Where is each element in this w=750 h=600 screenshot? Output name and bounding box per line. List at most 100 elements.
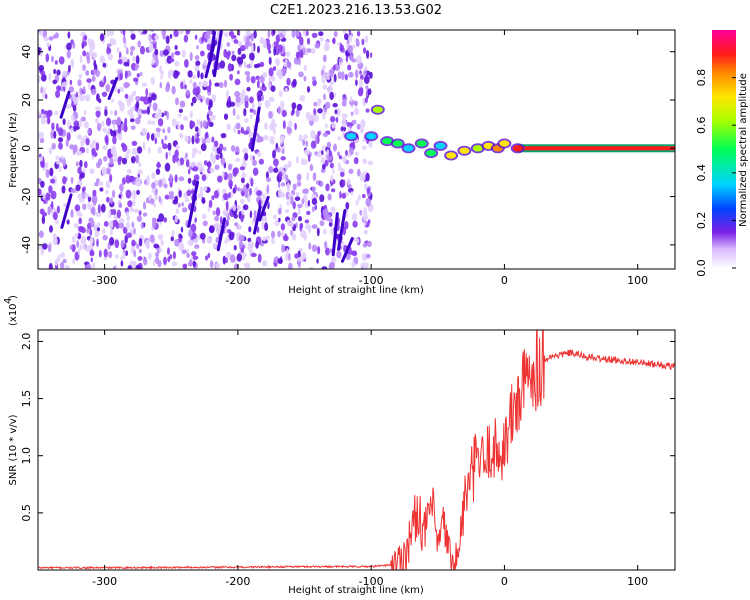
- noise-blob: [89, 168, 95, 175]
- noise-blob: [312, 79, 317, 87]
- noise-blob: [283, 170, 286, 177]
- track-point: [392, 140, 403, 147]
- noise-blob: [99, 55, 106, 64]
- noise-blob: [169, 58, 175, 63]
- noise-blob: [154, 34, 160, 41]
- noise-blob: [208, 79, 212, 88]
- noise-blob: [316, 258, 319, 264]
- noise-blob: [328, 262, 335, 269]
- noise-blob: [311, 244, 318, 252]
- noise-blob: [169, 34, 173, 39]
- noise-blob: [143, 257, 148, 266]
- noise-blob: [202, 80, 208, 88]
- noise-blob: [304, 148, 310, 156]
- noise-blob: [39, 208, 45, 215]
- noise-blob: [57, 127, 64, 137]
- noise-blob: [252, 167, 259, 176]
- noise-blob: [116, 47, 120, 54]
- noise-blob: [219, 143, 224, 151]
- noise-blob: [198, 127, 201, 136]
- noise-blob: [76, 150, 83, 156]
- noise-blob: [69, 144, 75, 150]
- noise-blob: [252, 159, 257, 166]
- noise-blob: [325, 183, 330, 192]
- noise-blob: [179, 132, 183, 137]
- noise-blob: [101, 228, 106, 235]
- noise-blob: [103, 156, 108, 162]
- noise-blob: [294, 196, 301, 201]
- noise-blob: [351, 213, 358, 222]
- noise-blob: [153, 243, 160, 249]
- noise-blob: [329, 80, 335, 86]
- noise-blob: [150, 30, 154, 33]
- noise-blob: [241, 190, 245, 197]
- noise-blob: [68, 86, 75, 93]
- colorbar-gradient: [712, 30, 736, 268]
- noise-blob: [141, 109, 148, 114]
- noise-blob: [78, 217, 82, 225]
- noise-blob: [251, 102, 255, 110]
- noise-blob: [277, 106, 281, 115]
- snr-marks: [38, 330, 675, 570]
- noise-blob: [273, 167, 279, 173]
- noise-blob: [206, 113, 210, 120]
- noise-blob: [189, 79, 193, 84]
- noise-blob: [174, 195, 179, 203]
- noise-blob: [70, 188, 77, 193]
- noise-blob: [364, 97, 368, 104]
- noise-blob: [133, 227, 136, 235]
- noise-blob: [250, 177, 254, 187]
- noise-blob: [81, 187, 85, 193]
- noise-blob: [141, 82, 148, 87]
- noise-blob: [272, 127, 276, 135]
- y-tick-label: -20: [20, 188, 33, 206]
- noise-blob: [322, 64, 326, 71]
- noise-blob: [316, 102, 321, 107]
- noise-blob: [178, 190, 182, 198]
- noise-blob: [95, 211, 102, 218]
- noise-streak: [187, 180, 199, 228]
- noise-blob: [285, 51, 291, 58]
- noise-blob: [286, 182, 291, 192]
- noise-blob: [236, 114, 240, 120]
- noise-blob: [261, 85, 267, 92]
- noise-blob: [109, 220, 114, 229]
- noise-blob: [174, 215, 178, 223]
- noise-blob: [350, 111, 354, 116]
- noise-blob: [104, 109, 108, 117]
- noise-blob: [98, 181, 104, 186]
- noise-blob: [56, 69, 61, 76]
- noise-blob: [95, 118, 99, 124]
- noise-blob: [38, 131, 44, 139]
- noise-blob: [96, 122, 102, 132]
- noise-blob: [234, 265, 238, 269]
- noise-blob: [231, 50, 235, 55]
- noise-blob: [62, 158, 66, 167]
- noise-blob: [342, 130, 345, 139]
- noise-blob: [277, 147, 281, 153]
- noise-blob: [163, 183, 168, 189]
- noise-blob: [300, 229, 307, 238]
- noise-blob: [280, 156, 286, 161]
- noise-blob: [133, 249, 136, 258]
- noise-blob: [353, 107, 360, 116]
- noise-blob: [214, 82, 220, 87]
- noise-blob: [45, 169, 50, 178]
- noise-blob: [369, 71, 373, 79]
- noise-blob: [160, 239, 164, 246]
- noise-blob: [117, 125, 122, 134]
- noise-blob: [136, 100, 140, 110]
- noise-blob: [311, 186, 316, 193]
- noise-blob: [120, 187, 124, 192]
- noise-blob: [226, 100, 232, 108]
- noise-blob: [230, 34, 237, 39]
- noise-blob: [303, 134, 308, 140]
- noise-blob: [203, 59, 208, 67]
- noise-blob: [348, 71, 354, 78]
- noise-blob: [364, 183, 368, 191]
- noise-blob: [66, 50, 72, 59]
- noise-blob: [226, 215, 230, 221]
- noise-blob: [117, 88, 120, 94]
- noise-blob: [123, 30, 126, 37]
- noise-blob: [183, 34, 189, 43]
